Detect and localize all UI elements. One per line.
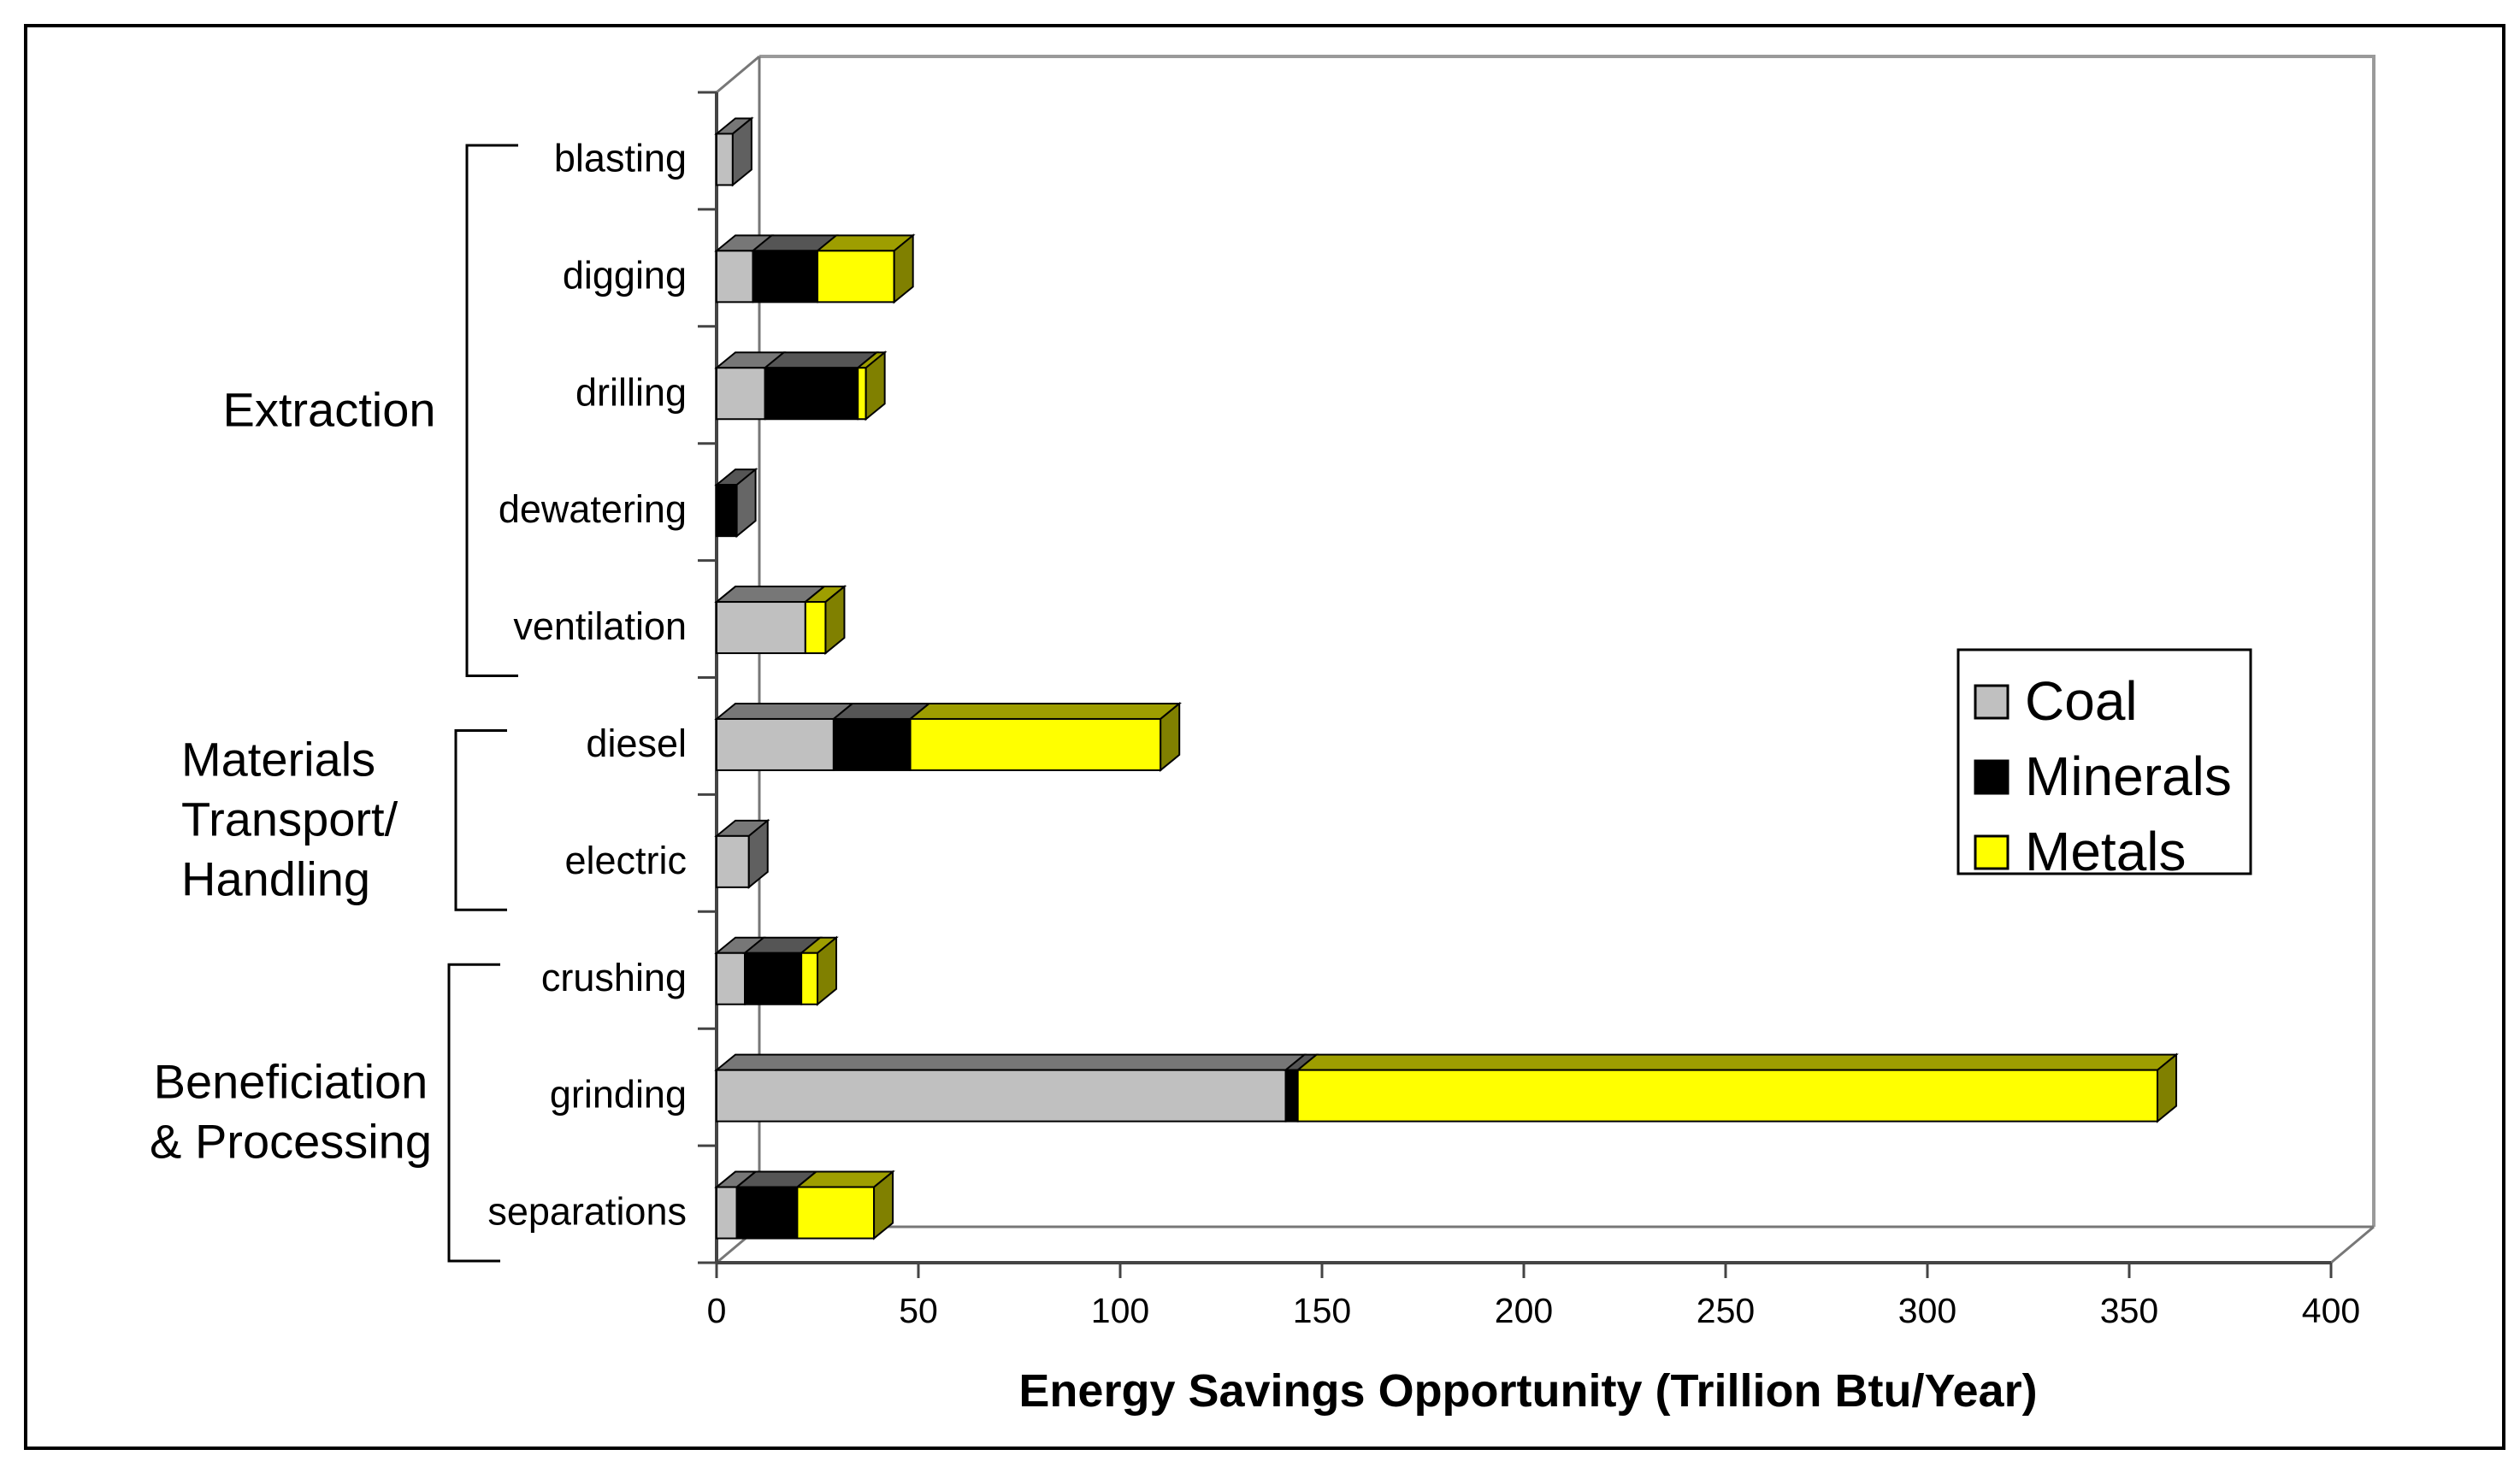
- bar-separations-minerals: [735, 1186, 799, 1240]
- category-label-ventilation: ventilation: [513, 604, 687, 648]
- group-label: & Processing: [150, 1115, 432, 1169]
- bar-grinding-coal: [716, 1069, 1287, 1123]
- group-label: Transport/: [181, 792, 398, 846]
- bar-separations-metals: [796, 1186, 876, 1240]
- x-tick-label: 250: [1697, 1291, 1755, 1330]
- x-tick-label: 100: [1091, 1291, 1149, 1330]
- x-tick-label: 200: [1495, 1291, 1553, 1330]
- group-label: Extraction: [223, 382, 436, 436]
- bar-side-electric: [747, 818, 769, 889]
- legend-swatch-minerals: [1974, 759, 2010, 795]
- category-label-digging: digging: [563, 253, 687, 297]
- bar-diesel-minerals: [832, 717, 912, 771]
- bar-crushing-coal: [716, 952, 747, 1005]
- category-label-crushing: crushing: [541, 956, 687, 999]
- legend-label-minerals: Minerals: [2025, 745, 2232, 807]
- bar-blasting-coal: [716, 133, 734, 186]
- bar-side-digging: [893, 233, 914, 304]
- bar-side-crushing: [817, 935, 837, 1006]
- back-wall: [759, 55, 2375, 1227]
- bar-drilling-minerals: [764, 367, 859, 421]
- bar-diesel-metals: [909, 717, 1162, 771]
- bar-digging-coal: [716, 250, 754, 303]
- bar-diesel-coal: [716, 717, 835, 771]
- bar-top-grinding-metals: [1295, 1053, 2179, 1071]
- bar-ventilation-coal: [716, 601, 806, 655]
- bar-top-diesel-coal: [714, 702, 855, 720]
- group-label: Materials: [181, 732, 375, 786]
- legend-label-coal: Coal: [2025, 670, 2138, 732]
- category-label-electric: electric: [564, 839, 687, 882]
- bar-side-blasting: [731, 116, 752, 187]
- legend-label-metals: Metals: [2025, 821, 2187, 882]
- group-bracket: [447, 963, 500, 1263]
- bar-digging-metals: [817, 250, 895, 303]
- category-label-grinding: grinding: [550, 1073, 687, 1117]
- category-label-drilling: drilling: [575, 370, 687, 414]
- bar-drilling-metals: [857, 367, 867, 421]
- x-tick-label: 350: [2100, 1291, 2158, 1330]
- bar-dewatering-minerals: [716, 484, 738, 538]
- category-label-blasting: blasting: [554, 136, 687, 180]
- group-bracket: [454, 729, 507, 911]
- category-label-dewatering: dewatering: [499, 487, 687, 531]
- bar-ventilation-metals: [804, 601, 827, 655]
- category-label-diesel: diesel: [586, 722, 687, 765]
- legend-swatch-metals: [1974, 834, 2010, 870]
- x-tick-label: 150: [1293, 1291, 1351, 1330]
- bar-crushing-minerals: [744, 952, 803, 1005]
- bar-crushing-metals: [800, 952, 818, 1005]
- x-axis-title: Energy Savings Opportunity (Trillion Btu…: [1018, 1365, 2037, 1417]
- outer-border: [24, 24, 2505, 1450]
- bar-side-separations: [873, 1170, 894, 1240]
- back-wall-inner: [758, 56, 2374, 1229]
- bar-side-dewatering: [735, 468, 757, 539]
- bar-grinding-metals: [1296, 1069, 2159, 1123]
- bar-side-drilling: [865, 351, 886, 421]
- legend-swatch-coal: [1974, 684, 2010, 720]
- x-tick-label: 300: [1898, 1291, 1956, 1330]
- bar-digging-minerals: [752, 250, 818, 303]
- bar-side-ventilation: [824, 584, 846, 656]
- x-tick-label: 400: [2302, 1291, 2360, 1330]
- category-label-separations: separations: [487, 1190, 687, 1234]
- bar-side-diesel: [1160, 701, 1181, 773]
- group-bracket: [465, 144, 518, 677]
- group-label: Handling: [181, 851, 370, 905]
- bar-top-diesel-metals: [907, 702, 1183, 720]
- x-tick-label: 50: [899, 1291, 938, 1330]
- x-tick-label: 0: [707, 1291, 727, 1330]
- bar-electric-coal: [716, 834, 750, 888]
- bar-drilling-coal: [716, 367, 766, 421]
- group-label: Beneficiation: [154, 1055, 428, 1109]
- bar-side-grinding: [2157, 1052, 2178, 1123]
- bar-top-grinding-coal: [714, 1053, 1307, 1071]
- bar-grinding-minerals: [1284, 1069, 1299, 1123]
- bar-separations-coal: [716, 1186, 738, 1240]
